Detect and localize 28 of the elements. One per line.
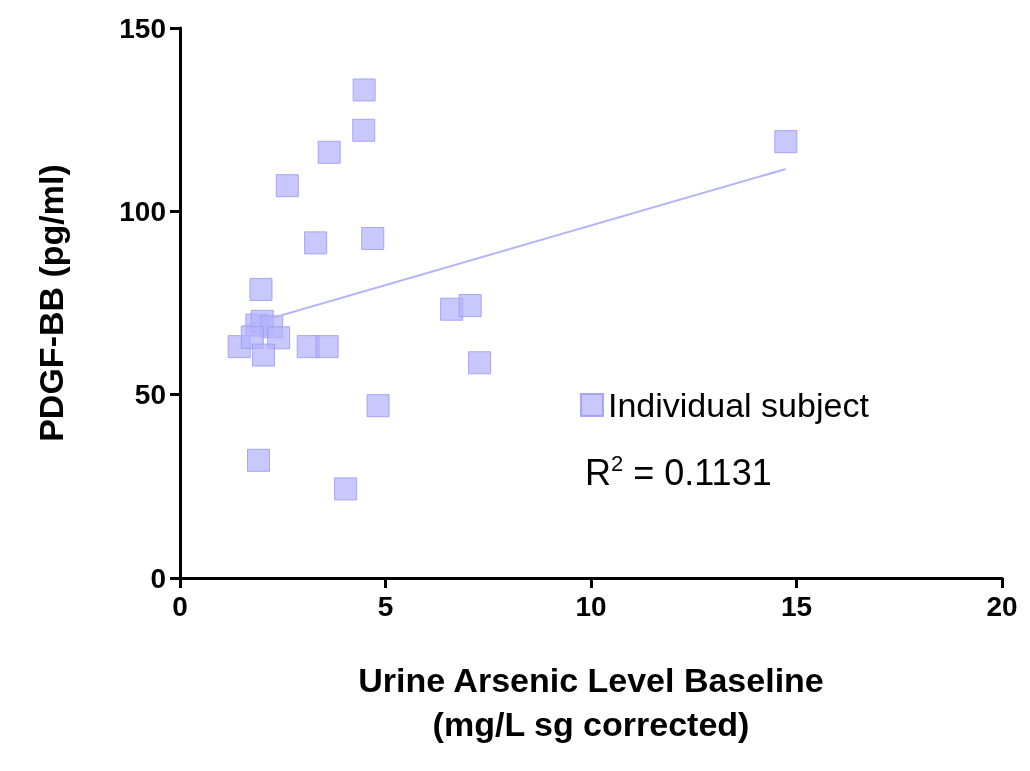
point	[267, 326, 291, 350]
point	[774, 130, 798, 154]
point	[334, 477, 358, 501]
point	[249, 277, 273, 301]
x-axis-title: Urine Arsenic Level Baseline (mg/L sg corrected)	[358, 661, 824, 743]
legend-label: Individual subject	[608, 386, 870, 424]
y-axis-title: PDGF-BB (pg/ml)	[32, 164, 70, 442]
x-tick-label: 20	[986, 590, 1018, 622]
x-tick-label: 15	[780, 590, 813, 622]
point	[315, 335, 339, 359]
point	[458, 294, 482, 318]
y-tick-label: 0	[150, 562, 166, 594]
point	[251, 343, 275, 367]
point	[352, 78, 376, 102]
point	[366, 394, 390, 418]
point	[352, 118, 376, 142]
point	[317, 140, 341, 164]
y-tick-label: 50	[134, 379, 166, 411]
point	[304, 231, 328, 255]
point	[361, 226, 385, 250]
point	[468, 351, 492, 375]
y-tick-label: 100	[119, 195, 166, 227]
point	[275, 174, 299, 198]
y-tick-label: 150	[119, 12, 166, 44]
point	[247, 448, 270, 472]
x-tick-label: 5	[377, 590, 394, 622]
x-tick-label: 0	[172, 590, 188, 622]
x-tick-label: 10	[575, 590, 607, 622]
